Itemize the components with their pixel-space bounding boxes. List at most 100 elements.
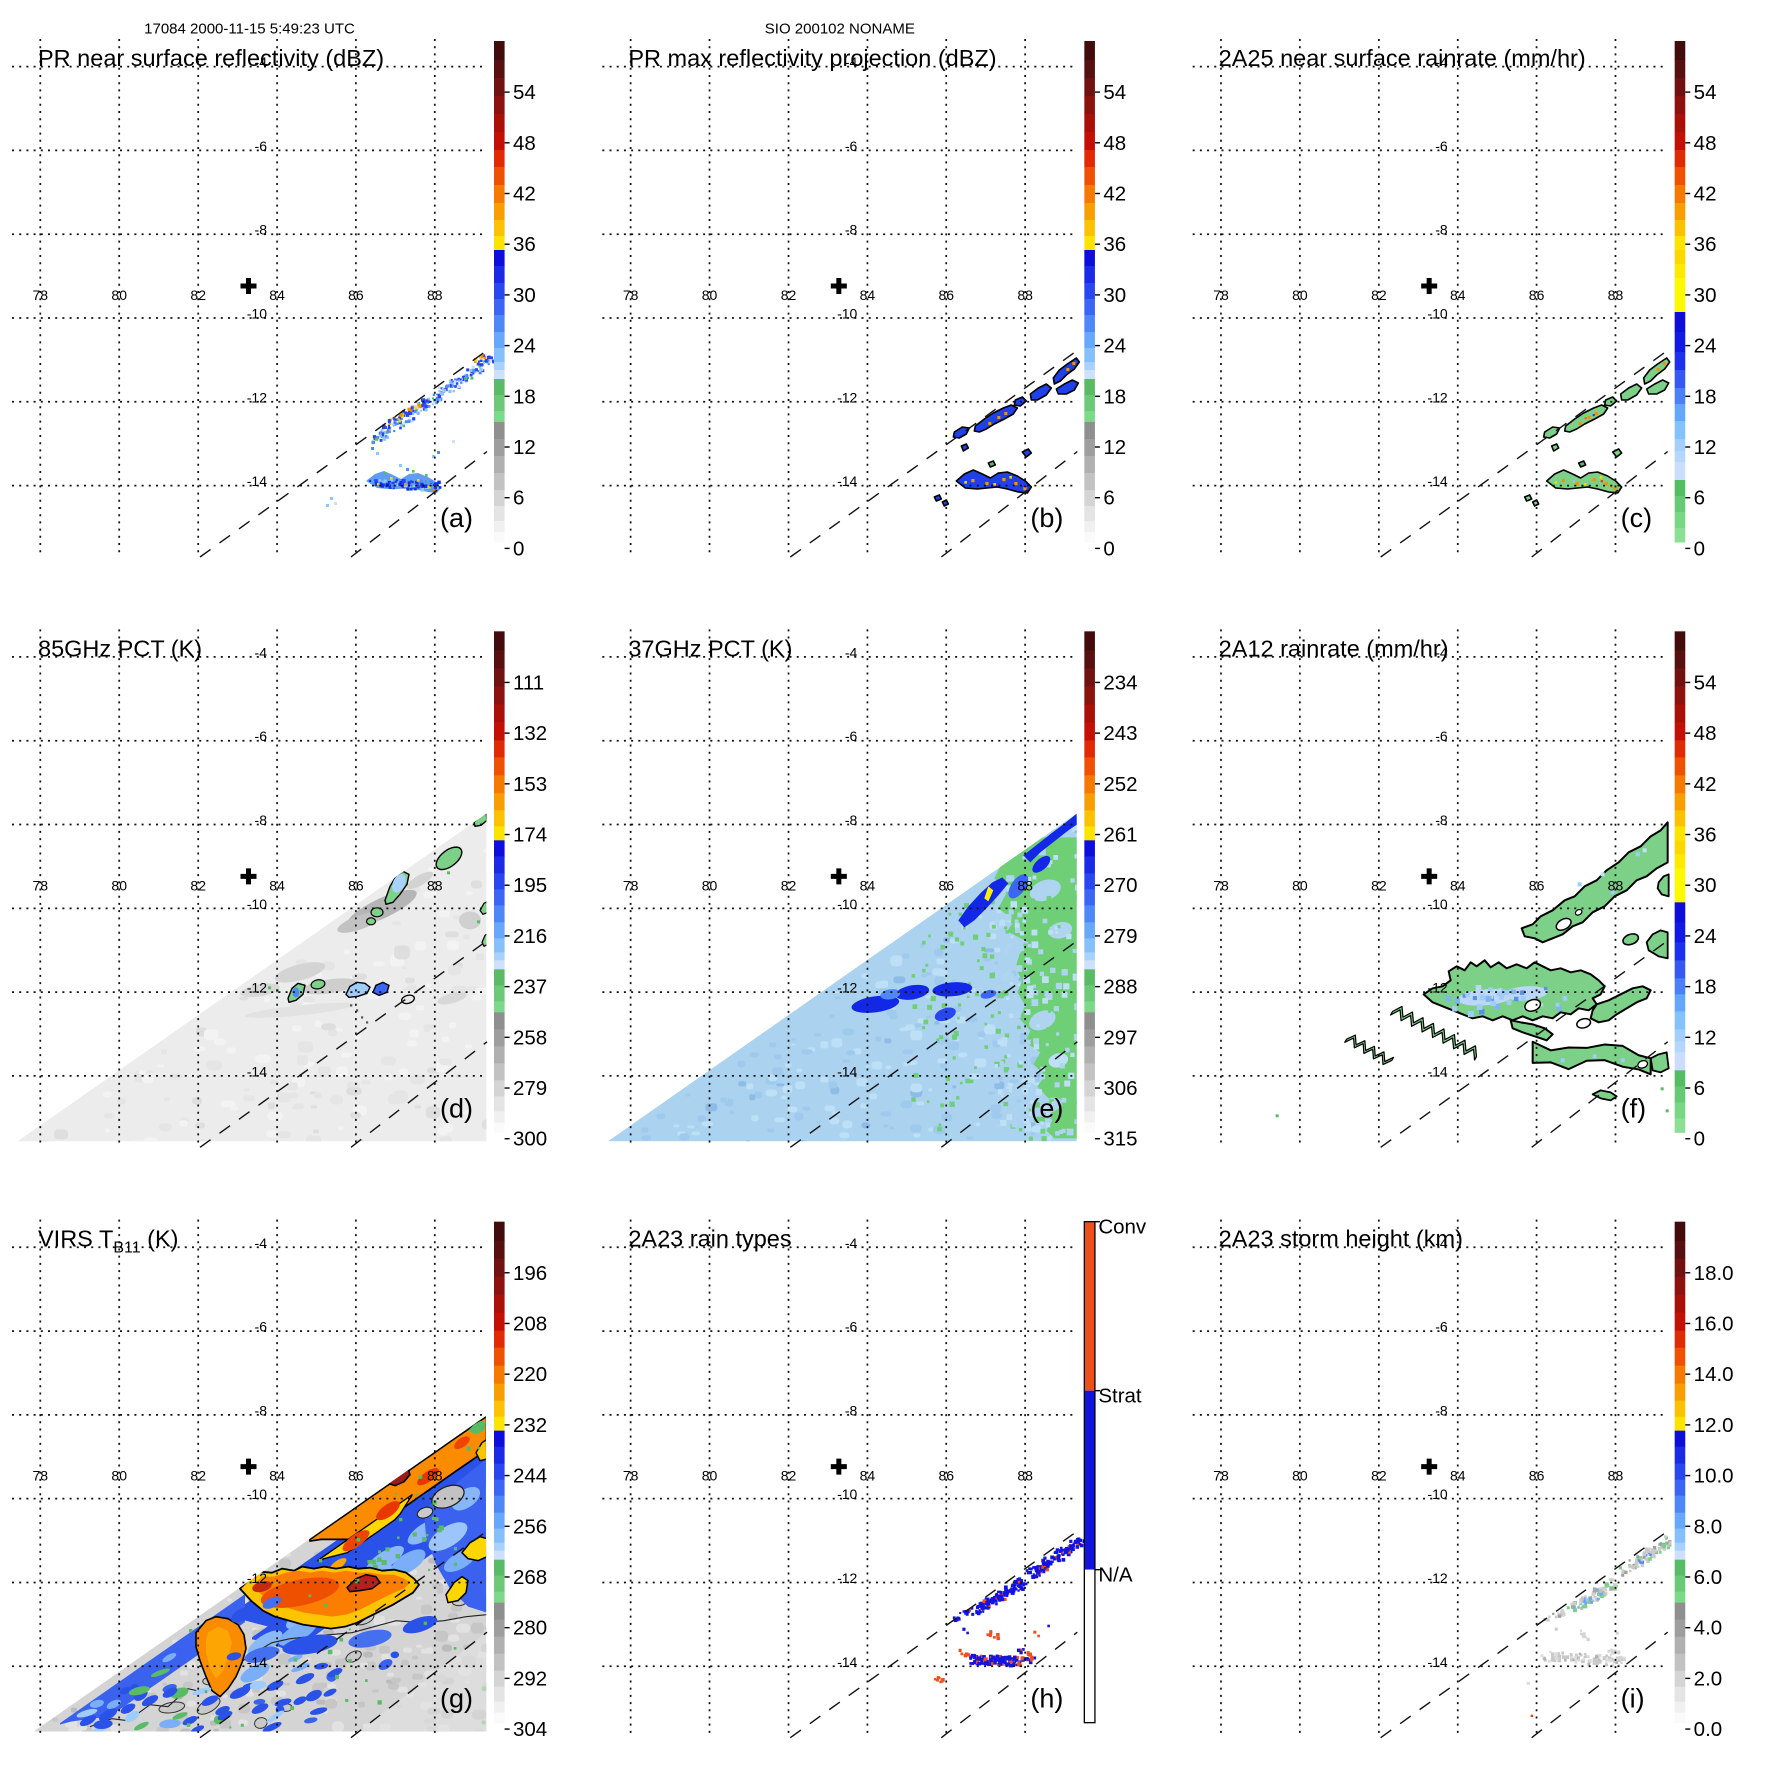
- svg-text:-12: -12: [247, 1570, 267, 1586]
- svg-text:84: 84: [1450, 877, 1466, 893]
- svg-text:-6: -6: [255, 1319, 268, 1335]
- svg-text:80: 80: [702, 287, 718, 303]
- svg-text:48: 48: [1103, 132, 1126, 155]
- svg-text:-10: -10: [1427, 1486, 1447, 1502]
- svg-text:315: 315: [1103, 1128, 1137, 1151]
- svg-text:268: 268: [513, 1566, 547, 1589]
- svg-text:86: 86: [348, 877, 364, 893]
- svg-text:18: 18: [1694, 976, 1717, 999]
- svg-text:24: 24: [1694, 925, 1717, 948]
- svg-text:12: 12: [1694, 436, 1717, 459]
- svg-text:-12: -12: [1427, 980, 1447, 996]
- svg-text:42: 42: [1694, 183, 1717, 206]
- svg-text:88: 88: [1017, 1468, 1033, 1484]
- svg-text:18: 18: [513, 385, 536, 408]
- svg-text:80: 80: [1292, 1468, 1308, 1484]
- svg-text:80: 80: [111, 877, 127, 893]
- svg-text:48: 48: [1694, 132, 1717, 155]
- svg-text:14.0: 14.0: [1694, 1363, 1734, 1386]
- svg-text:88: 88: [1608, 877, 1624, 893]
- svg-text:-6: -6: [255, 728, 268, 744]
- svg-text:-10: -10: [837, 896, 857, 912]
- svg-text:82: 82: [781, 287, 797, 303]
- svg-text:6: 6: [513, 487, 524, 510]
- svg-text:-6: -6: [1435, 728, 1448, 744]
- svg-text:(b): (b): [1030, 503, 1063, 533]
- svg-text:48: 48: [1694, 722, 1717, 745]
- svg-text:82: 82: [190, 1468, 206, 1484]
- svg-text:0: 0: [513, 537, 524, 560]
- svg-text:279: 279: [1103, 925, 1137, 948]
- svg-text:84: 84: [860, 877, 876, 893]
- svg-text:6: 6: [1694, 487, 1705, 510]
- svg-text:-4: -4: [1435, 1235, 1448, 1251]
- svg-text:84: 84: [269, 1468, 285, 1484]
- svg-text:86: 86: [1529, 877, 1545, 893]
- svg-text:-6: -6: [1435, 1319, 1448, 1335]
- svg-text:54: 54: [1694, 671, 1717, 694]
- svg-text:78: 78: [623, 877, 639, 893]
- svg-text:304: 304: [513, 1718, 547, 1741]
- svg-text:24: 24: [1694, 335, 1717, 358]
- svg-text:-12: -12: [1427, 389, 1447, 405]
- svg-text:37GHz PCT (K): 37GHz PCT (K): [628, 635, 792, 661]
- svg-text:12.0: 12.0: [1694, 1414, 1734, 1437]
- svg-text:-14: -14: [837, 1063, 857, 1079]
- svg-text:82: 82: [190, 877, 206, 893]
- svg-text:-10: -10: [837, 1486, 857, 1502]
- svg-text:195: 195: [513, 874, 547, 897]
- svg-text:-8: -8: [255, 812, 268, 828]
- svg-text:36: 36: [1694, 824, 1717, 847]
- svg-text:132: 132: [513, 722, 547, 745]
- svg-text:16.0: 16.0: [1694, 1312, 1734, 1335]
- svg-text:232: 232: [513, 1414, 547, 1437]
- svg-text:2.0: 2.0: [1694, 1667, 1723, 1690]
- svg-text:6.0: 6.0: [1694, 1566, 1723, 1589]
- svg-text:-6: -6: [845, 1319, 858, 1335]
- svg-text:78: 78: [33, 877, 49, 893]
- svg-text:0.0: 0.0: [1694, 1718, 1723, 1741]
- svg-text:12: 12: [1103, 436, 1126, 459]
- svg-text:-14: -14: [837, 473, 857, 489]
- svg-text:(f): (f): [1621, 1093, 1646, 1123]
- svg-text:78: 78: [1213, 877, 1229, 893]
- svg-text:42: 42: [1694, 773, 1717, 796]
- svg-text:270: 270: [1103, 874, 1137, 897]
- svg-text:237: 237: [513, 976, 547, 999]
- svg-text:84: 84: [269, 287, 285, 303]
- svg-text:-4: -4: [255, 54, 268, 70]
- svg-text:30: 30: [513, 284, 536, 307]
- svg-text:-14: -14: [1427, 473, 1447, 489]
- svg-text:0: 0: [1694, 537, 1705, 560]
- svg-text:36: 36: [1103, 233, 1126, 256]
- svg-text:-8: -8: [845, 812, 858, 828]
- svg-text:84: 84: [1450, 1468, 1466, 1484]
- svg-text:-14: -14: [247, 473, 267, 489]
- svg-text:6: 6: [1103, 487, 1114, 510]
- svg-text:-8: -8: [845, 222, 858, 238]
- svg-text:8.0: 8.0: [1694, 1515, 1723, 1538]
- svg-text:12: 12: [1694, 1026, 1717, 1049]
- svg-text:-4: -4: [1435, 644, 1448, 660]
- svg-text:243: 243: [1103, 722, 1137, 745]
- svg-text:-4: -4: [845, 1235, 858, 1251]
- svg-text:10.0: 10.0: [1694, 1465, 1734, 1488]
- svg-text:(h): (h): [1030, 1684, 1063, 1714]
- svg-text:86: 86: [1529, 287, 1545, 303]
- svg-text:86: 86: [938, 877, 954, 893]
- svg-text:42: 42: [1103, 183, 1126, 206]
- svg-text:88: 88: [1017, 877, 1033, 893]
- svg-text:24: 24: [1103, 335, 1126, 358]
- svg-text:-12: -12: [837, 980, 857, 996]
- svg-text:6: 6: [1694, 1077, 1705, 1100]
- svg-text:88: 88: [427, 1468, 443, 1484]
- svg-text:78: 78: [1213, 287, 1229, 303]
- svg-text:2A25 near surface rainrate (mm: 2A25 near surface rainrate (mm/hr): [1219, 45, 1586, 71]
- svg-text:78: 78: [1213, 1468, 1229, 1484]
- svg-text:SIO 200102 NONAME: SIO 200102 NONAME: [765, 21, 915, 38]
- svg-text:PR max reflectivity projection: PR max reflectivity projection (dBZ): [628, 45, 996, 71]
- svg-text:17084 2000-11-15 5:49:23 UTC: 17084 2000-11-15 5:49:23 UTC: [144, 21, 355, 38]
- svg-text:-14: -14: [837, 1654, 857, 1670]
- svg-text:-4: -4: [255, 1235, 268, 1251]
- svg-text:36: 36: [513, 233, 536, 256]
